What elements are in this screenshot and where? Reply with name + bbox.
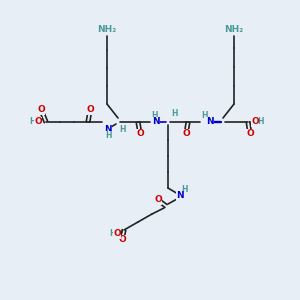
- Text: H: H: [109, 230, 115, 238]
- Text: N: N: [104, 124, 112, 134]
- Text: N: N: [152, 118, 160, 127]
- Text: N: N: [206, 118, 214, 127]
- Text: N: N: [176, 191, 184, 200]
- Text: O: O: [113, 230, 121, 238]
- Text: O: O: [34, 118, 42, 127]
- Text: O: O: [86, 106, 94, 115]
- Text: O: O: [182, 130, 190, 139]
- Text: O: O: [251, 118, 259, 127]
- Text: NH₂: NH₂: [224, 25, 244, 34]
- Text: H: H: [257, 118, 263, 127]
- Text: H: H: [181, 185, 187, 194]
- Text: O: O: [154, 196, 162, 205]
- Text: H: H: [105, 131, 111, 140]
- Text: O: O: [37, 106, 45, 115]
- Text: H: H: [201, 110, 207, 119]
- Text: O: O: [136, 130, 144, 139]
- Text: H: H: [119, 125, 125, 134]
- Text: H: H: [171, 110, 177, 118]
- Text: H: H: [151, 110, 157, 119]
- Text: NH₂: NH₂: [98, 25, 117, 34]
- Text: O: O: [118, 236, 126, 244]
- Text: H: H: [29, 118, 35, 127]
- Text: O: O: [246, 130, 254, 139]
